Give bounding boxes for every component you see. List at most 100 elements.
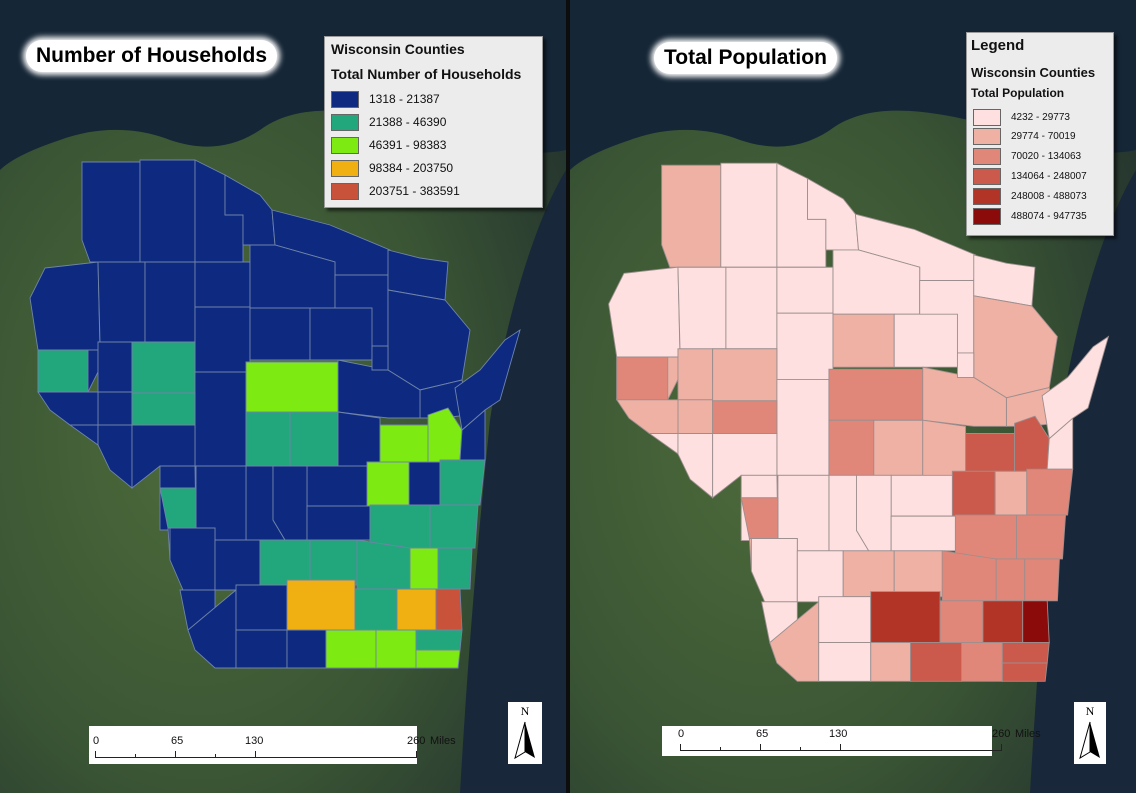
legend-class-label: 70020 - 134063	[1011, 150, 1082, 162]
scale-tick-label: 65	[171, 735, 184, 747]
county-taylor	[777, 313, 833, 379]
county-door	[1042, 337, 1108, 439]
county-buffalo	[678, 434, 713, 498]
county-portage	[290, 412, 338, 466]
county-barron	[678, 349, 713, 400]
scale-tick	[800, 747, 801, 751]
county-wood	[829, 420, 874, 475]
legend-class: 29774 - 70019	[973, 127, 1076, 145]
county-marquette	[856, 475, 891, 550]
county-milwaukee	[1023, 601, 1050, 643]
county-menominee	[957, 353, 973, 377]
county-florence	[974, 255, 1035, 306]
scale-unit-label: Miles	[430, 735, 456, 747]
county-ozaukee	[438, 548, 472, 589]
legend-class: 98384 - 203750	[331, 159, 453, 177]
legend-class-label: 134064 - 248007	[1011, 170, 1087, 182]
scale-bar: 0 65 130 260 Miles	[89, 726, 456, 764]
county-jefferson	[940, 601, 983, 643]
legend-class-label: 488074 - 947735	[1011, 210, 1087, 222]
scale-tick	[840, 744, 841, 751]
county-marathon	[246, 362, 338, 412]
county-langlade	[310, 308, 372, 360]
map-title: Total Population	[654, 42, 837, 74]
legend-swatch	[973, 167, 1001, 185]
county-buffalo	[98, 425, 132, 488]
county-kenosha	[416, 650, 460, 668]
county-green-lake	[891, 516, 955, 551]
scale-tick	[720, 747, 721, 751]
county-washington	[996, 559, 1025, 601]
legend-class: 46391 - 98383	[331, 136, 446, 154]
scale-tick	[175, 751, 176, 758]
legend-swatch	[973, 108, 1001, 126]
county-walworth	[962, 643, 1003, 682]
lake-michigan	[460, 170, 566, 793]
county-eau-claire	[132, 393, 195, 425]
county-calumet	[995, 471, 1027, 515]
legend-class-label: 203751 - 383591	[369, 184, 460, 198]
county-dane	[287, 580, 355, 630]
county-marquette	[273, 466, 307, 540]
county-door	[455, 330, 520, 430]
legend-swatch	[973, 127, 1001, 145]
county-sheboygan	[1017, 515, 1066, 559]
county-dane	[871, 592, 940, 643]
legend-class: 248008 - 488073	[973, 187, 1087, 205]
county-lincoln	[833, 314, 894, 367]
legend-class-label: 1318 - 21387	[369, 92, 440, 106]
county-jefferson	[355, 589, 397, 630]
legend-field-name: Total Population	[971, 86, 1065, 100]
legend-swatch	[331, 159, 359, 177]
county-washburn	[678, 267, 726, 349]
county-florence	[388, 250, 448, 300]
county-iowa	[236, 585, 287, 630]
scale-tick	[416, 751, 417, 758]
county-lincoln	[250, 308, 310, 360]
legend-heading: Legend	[971, 37, 1025, 54]
county-green	[871, 643, 911, 682]
county-sheboygan	[430, 505, 478, 548]
legend-field-name: Total Number of Households	[331, 66, 522, 82]
legend-swatch	[331, 90, 359, 108]
county-manitowoc	[440, 460, 485, 505]
legend-swatch	[331, 136, 359, 154]
county-green-lake	[307, 506, 370, 540]
county-sawyer	[726, 267, 777, 349]
scale-tick	[760, 744, 761, 751]
legend: Wisconsin Counties Total Number of House…	[324, 36, 543, 208]
county-winnebago	[367, 462, 409, 506]
county-dunn	[678, 400, 713, 434]
legend-class: 134064 - 248007	[973, 167, 1087, 185]
county-ozaukee	[1025, 559, 1060, 601]
panel-divider	[566, 0, 570, 793]
county-eau-claire	[713, 401, 777, 434]
county-waushara	[307, 466, 372, 506]
county-columbia	[894, 551, 945, 597]
scale-tick	[255, 751, 256, 758]
scale-tick-label: 260	[992, 728, 1011, 740]
legend: Legend Wisconsin Counties Total Populati…	[966, 32, 1114, 236]
county-waushara	[891, 475, 957, 516]
county-sawyer	[145, 262, 195, 342]
legend-class: 203751 - 383591	[331, 182, 460, 200]
county-outagamie	[966, 434, 1015, 475]
county-green	[287, 630, 326, 668]
county-sauk	[260, 540, 310, 585]
scale-tick-label: 130	[245, 735, 264, 747]
county-rock	[911, 643, 962, 682]
county-fond-du-lac	[955, 515, 1016, 559]
legend-class-label: 46391 - 98383	[369, 138, 447, 152]
county-rock	[326, 630, 376, 668]
scale-tick	[95, 751, 96, 758]
north-arrow-icon	[514, 721, 535, 760]
county-calumet	[409, 462, 440, 505]
county-washburn	[98, 262, 145, 342]
scale-tick	[215, 754, 216, 758]
county-bayfield	[140, 160, 195, 262]
legend-class-label: 29774 - 70019	[1011, 130, 1076, 142]
legend-class: 488074 - 947735	[973, 207, 1087, 225]
county-wood	[246, 412, 290, 466]
legend-class-label: 248008 - 488073	[1011, 190, 1087, 202]
north-label: N	[1085, 704, 1095, 718]
